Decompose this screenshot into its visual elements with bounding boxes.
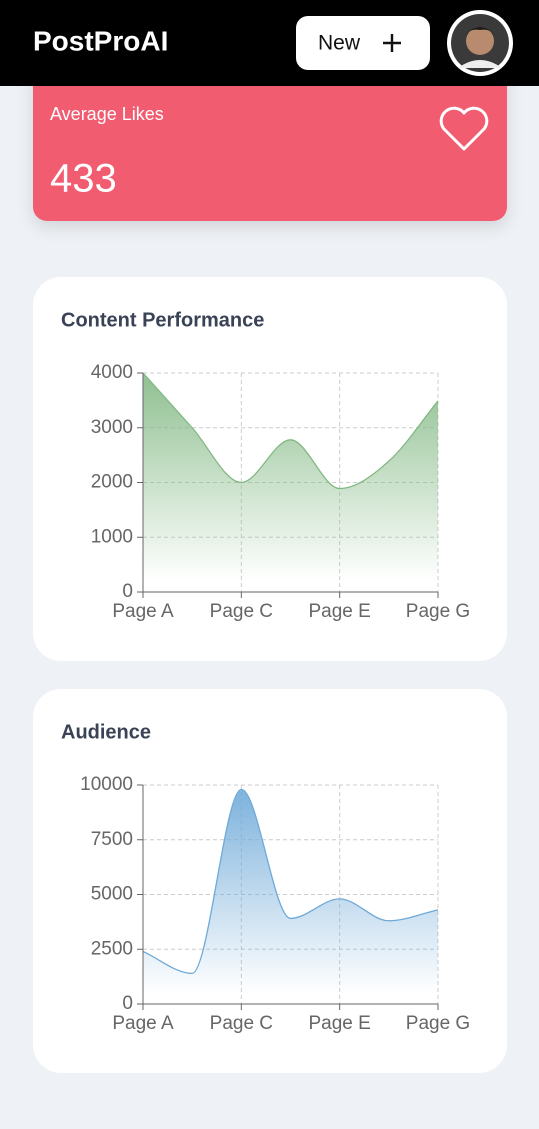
stat-value: 433	[50, 157, 117, 201]
x-tick-label: Page C	[210, 1013, 273, 1034]
area-fill	[143, 789, 438, 1004]
new-button-bg[interactable]	[296, 16, 430, 70]
avatar[interactable]	[447, 10, 513, 76]
y-tick-label: 2000	[91, 472, 133, 493]
x-tick-label: Page E	[309, 601, 371, 622]
new-button[interactable]: New	[296, 16, 430, 70]
chart-title: Content Performance	[61, 309, 264, 331]
y-tick-label: 10000	[80, 774, 133, 795]
area-fill	[143, 373, 438, 592]
x-tick-label: Page G	[406, 1013, 470, 1034]
stat-card	[33, 60, 507, 221]
y-tick-label: 1000	[91, 526, 133, 547]
x-tick-label: Page E	[309, 1013, 371, 1034]
plus-icon[interactable]	[383, 34, 401, 52]
avatar-hair[interactable]	[464, 27, 496, 36]
stat-label: Average Likes	[50, 104, 164, 124]
y-tick-label: 3000	[91, 417, 133, 438]
y-tick-label: 2500	[91, 938, 133, 959]
chart-title: Audience	[61, 721, 151, 743]
area-line	[142, 372, 439, 490]
y-tick-label: 7500	[91, 829, 133, 850]
avatar-shirt[interactable]	[458, 60, 502, 68]
y-tick-label: 5000	[91, 884, 133, 905]
app-title: PostProAI	[33, 25, 168, 56]
y-tick-label: 0	[122, 993, 133, 1014]
heart-icon	[439, 106, 489, 151]
x-tick-label: Page C	[210, 601, 273, 622]
avatar-face[interactable]	[466, 27, 494, 55]
area-line	[142, 788, 439, 975]
x-tick-label: Page A	[112, 1013, 174, 1034]
x-tick-label: Page G	[406, 601, 470, 622]
y-tick-label: 0	[122, 581, 133, 602]
y-tick-label: 4000	[91, 362, 133, 383]
new-button-label[interactable]: New	[318, 32, 361, 55]
x-tick-label: Page A	[112, 601, 174, 622]
